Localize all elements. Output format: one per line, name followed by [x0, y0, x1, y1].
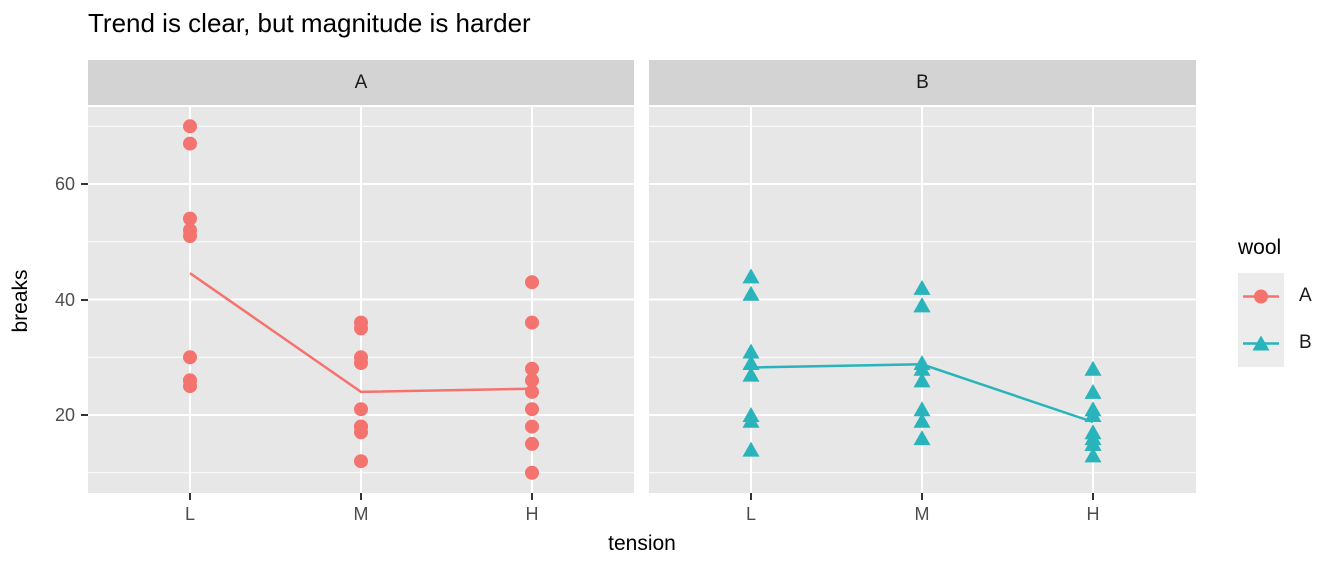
legend-entry-label: B	[1299, 332, 1312, 353]
legend-key-glyph	[1243, 289, 1279, 304]
mean-line-a	[189, 272, 533, 394]
data-point	[742, 285, 760, 301]
legend-circle-icon	[1254, 289, 1268, 304]
data-point	[742, 343, 760, 359]
x-tick-label: L	[745, 504, 756, 524]
legend-key-a	[1238, 273, 1284, 320]
facet-strip-a: A	[88, 60, 634, 105]
x-tick-mark	[750, 493, 752, 500]
data-point	[1084, 401, 1102, 417]
x-tick-label: M	[353, 504, 369, 524]
data-point	[1084, 430, 1102, 446]
data-point	[742, 268, 760, 284]
x-tick-mark	[531, 493, 533, 500]
y-tick-mark	[81, 183, 88, 185]
data-point	[913, 297, 931, 313]
facet-strip-label: A	[354, 71, 368, 93]
legend-entry-label: A	[1299, 285, 1312, 306]
y-tick-label: 20	[54, 405, 75, 425]
data-point	[1084, 447, 1102, 463]
facet-panel-a	[88, 107, 634, 493]
data-point	[913, 401, 931, 417]
data-point	[525, 402, 539, 417]
chart-title: Trend is clear, but magnitude is harder	[88, 8, 531, 38]
data-point	[742, 355, 760, 370]
x-tick-mark	[1092, 493, 1094, 500]
y-tick-label: 60	[54, 174, 75, 194]
data-point	[525, 361, 539, 376]
data-point	[354, 419, 368, 434]
facet-plot-b	[649, 107, 1196, 493]
facet-panel-b	[649, 107, 1196, 493]
y-axis-title: breaks	[9, 269, 32, 333]
data-point	[183, 211, 197, 226]
data-point	[354, 315, 368, 330]
data-point	[183, 373, 197, 388]
points-series-b	[742, 268, 1102, 463]
x-tick-label: M	[914, 504, 930, 524]
data-point	[525, 436, 539, 451]
data-point	[913, 279, 931, 295]
legend-key-b	[1238, 320, 1284, 367]
facet-strip-b: B	[649, 60, 1196, 105]
data-point	[525, 373, 539, 388]
data-point	[525, 384, 539, 399]
data-point	[742, 366, 760, 382]
data-point	[742, 441, 760, 457]
y-tick-label: 40	[54, 289, 75, 310]
x-tick-label: L	[184, 504, 195, 524]
legend-key-glyph	[1243, 335, 1279, 351]
x-tick-label: H	[1086, 504, 1100, 524]
data-point	[525, 465, 539, 480]
data-point	[913, 430, 931, 446]
data-point	[913, 355, 931, 370]
x-tick-mark	[921, 493, 923, 500]
data-point	[1084, 360, 1102, 376]
data-point	[913, 372, 931, 388]
data-point	[354, 454, 368, 469]
facet-strip-label: B	[916, 71, 929, 93]
legend-triangle-icon	[1252, 335, 1270, 351]
data-point	[913, 412, 931, 428]
data-point	[354, 350, 368, 365]
x-tick-mark	[189, 493, 191, 500]
data-point	[183, 119, 197, 134]
data-point	[183, 229, 197, 243]
y-tick-mark	[81, 298, 88, 301]
data-point	[525, 275, 539, 290]
x-axis-title: tension	[608, 532, 676, 555]
x-tick-mark	[360, 493, 362, 500]
data-point	[183, 136, 197, 151]
points-series-a	[183, 119, 539, 480]
data-point	[525, 419, 539, 434]
data-point	[525, 315, 539, 330]
legend-title: wool	[1238, 236, 1282, 259]
data-point	[354, 402, 368, 417]
data-point	[1084, 383, 1102, 399]
y-tick-mark	[81, 414, 88, 416]
facet-plot-a	[88, 107, 634, 493]
data-point	[183, 350, 197, 365]
data-point	[742, 407, 760, 422]
x-tick-label: H	[525, 504, 539, 524]
